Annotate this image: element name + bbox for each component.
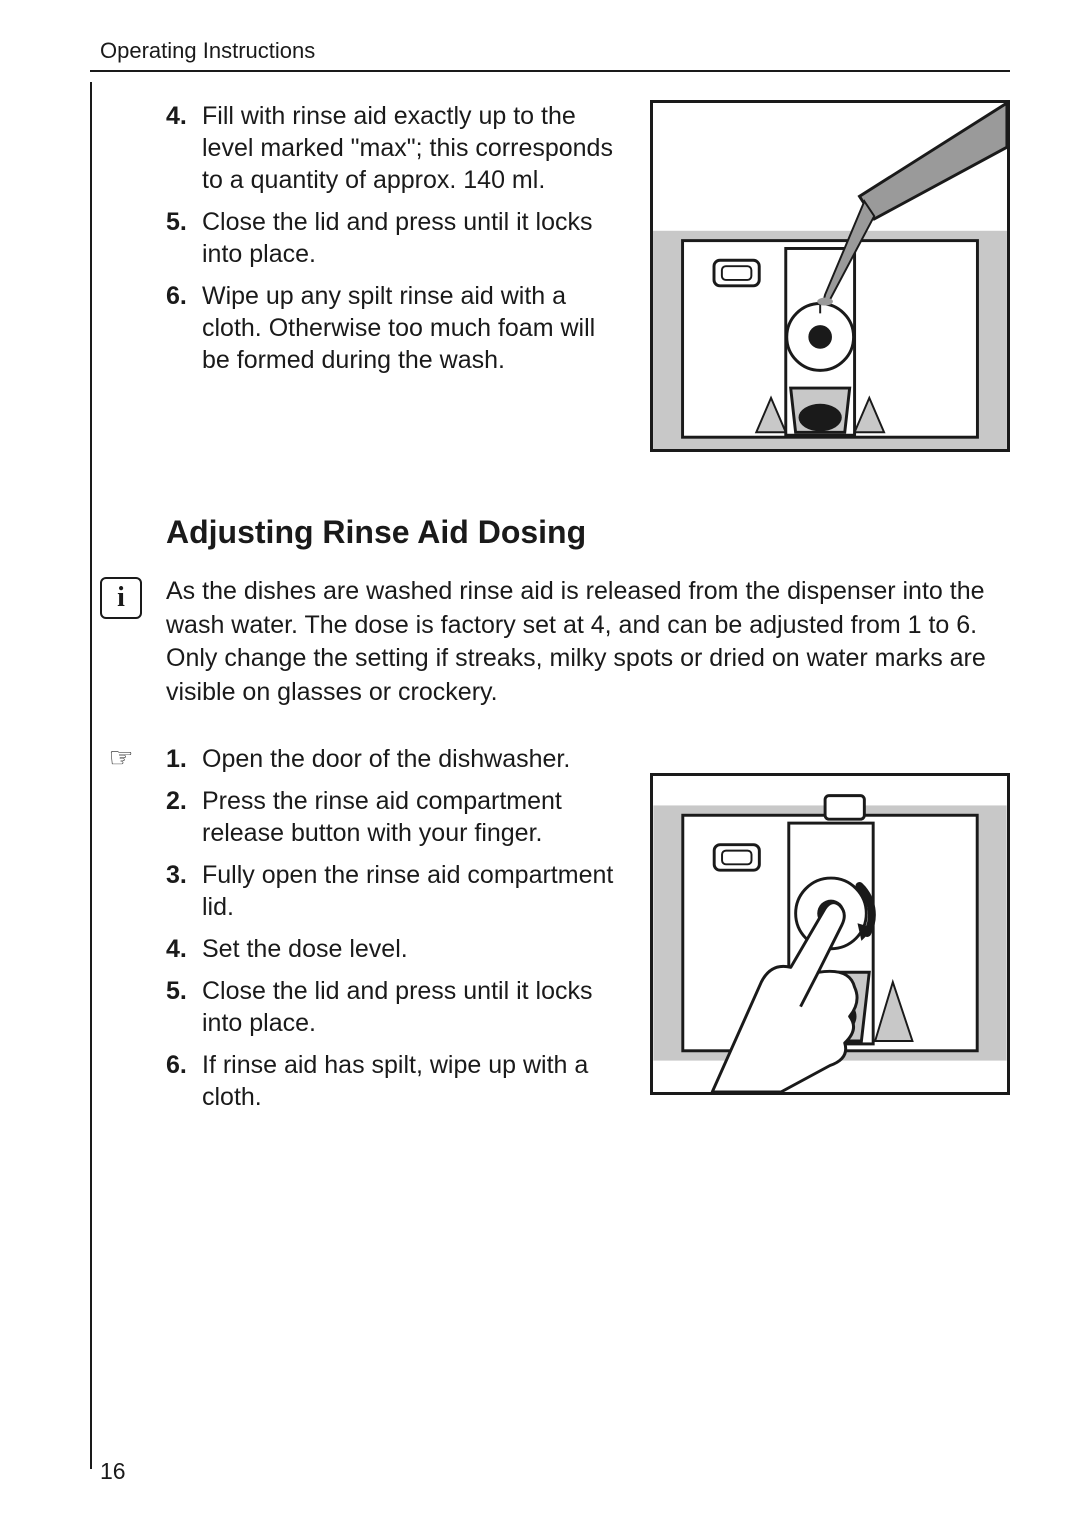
steps-list-bottom: 1.Open the door of the dishwasher. 2.Pre… — [166, 743, 626, 1113]
list-item: 4.Fill with rinse aid exactly up to the … — [166, 100, 626, 196]
info-paragraph: As the dishes are washed rinse aid is re… — [166, 575, 1010, 709]
list-item: 2.Press the rinse aid compartment releas… — [166, 785, 626, 849]
list-item: 1.Open the door of the dishwasher. — [166, 743, 626, 775]
pointing-hand-icon: ☞ — [100, 741, 142, 774]
header-rule — [90, 70, 1010, 72]
rinse-aid-fill-illustration — [650, 100, 1010, 452]
list-item: 5.Close the lid and press until it locks… — [166, 206, 626, 270]
list-item: 6.Wipe up any spilt rinse aid with a clo… — [166, 280, 626, 376]
margin-rule — [90, 82, 92, 1469]
section-heading: Adjusting Rinse Aid Dosing — [166, 514, 1010, 551]
page-header: Operating Instructions — [100, 38, 1010, 70]
list-item: 4.Set the dose level. — [166, 933, 626, 965]
adjust-dose-illustration — [650, 773, 1010, 1095]
steps-list-top: 4.Fill with rinse aid exactly up to the … — [166, 100, 626, 376]
page-number: 16 — [100, 1458, 126, 1485]
info-icon: i — [100, 577, 142, 619]
list-item: 5.Close the lid and press until it locks… — [166, 975, 626, 1039]
list-item: 3.Fully open the rinse aid compartment l… — [166, 859, 626, 923]
list-item: 6.If rinse aid has spilt, wipe up with a… — [166, 1049, 626, 1113]
